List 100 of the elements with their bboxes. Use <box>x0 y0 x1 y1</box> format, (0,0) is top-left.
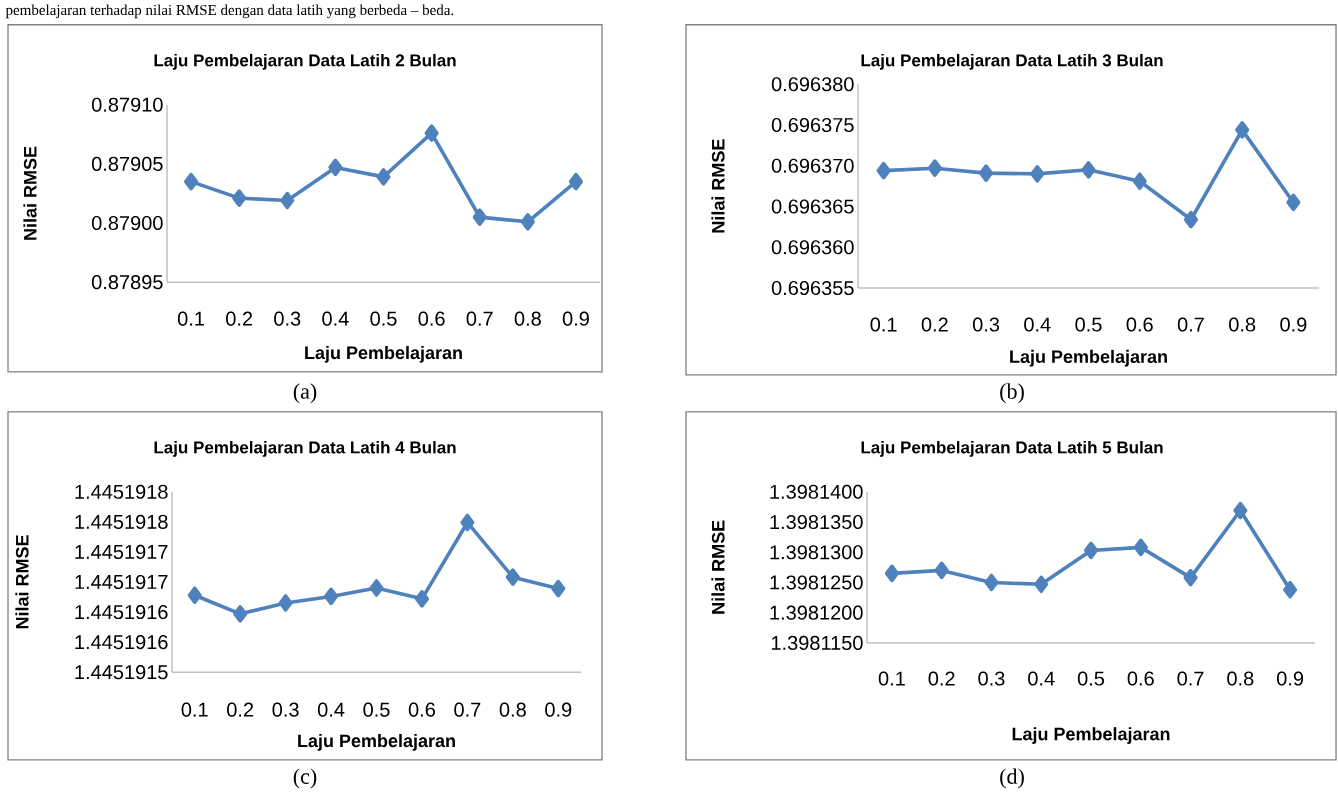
point <box>984 573 999 592</box>
x-tick-label: 0.6 <box>1126 317 1153 332</box>
y-tick-label: 1.4451916 <box>75 604 168 620</box>
point <box>551 579 566 598</box>
point <box>1286 193 1301 212</box>
point <box>927 159 942 177</box>
x-tick-label: 0.3 <box>272 702 299 717</box>
x-tick-label: 0.4 <box>1024 317 1051 332</box>
text: (c) <box>293 768 317 789</box>
y-tick-label: 0.87900 <box>91 215 163 231</box>
x-tick-label: 0.9 <box>562 311 589 326</box>
y-tick-label: 1.4451918 <box>75 484 168 499</box>
x-tick-label: 0.3 <box>972 317 1000 332</box>
point <box>328 158 343 177</box>
point <box>505 568 520 586</box>
y-tick-label: 0.696375 <box>771 117 854 133</box>
x-tick-label: 0.9 <box>1277 671 1304 686</box>
x-axis-title: Laju Pembelajaran <box>1012 727 1170 744</box>
point <box>1183 210 1199 229</box>
y-tick-label: 1.3981250 <box>770 575 863 590</box>
y-axis-title: Nilai RMSE <box>711 139 725 233</box>
point <box>884 564 899 583</box>
x-tick-label: 0.1 <box>870 317 897 332</box>
x-tick-label: 0.4 <box>317 702 345 717</box>
text: (d) <box>1000 768 1024 789</box>
x-tick-label: 0.5 <box>363 702 390 717</box>
point <box>424 124 439 142</box>
x-axis-title: Laju Pembelajaran <box>1010 349 1167 367</box>
x-tick-label: 0.1 <box>878 671 905 686</box>
y-tick-label: 1.4451915 <box>75 665 168 680</box>
chart-title: Laju Pembelajaran Data Latih 4 Bulan <box>154 440 456 457</box>
x-tick-label: 0.7 <box>454 702 481 717</box>
point <box>1183 568 1198 587</box>
x-tick-label: 0.6 <box>408 702 435 717</box>
text: (b) <box>1000 383 1024 404</box>
point <box>369 579 384 597</box>
x-tick-label: 0.4 <box>1028 671 1055 686</box>
chart-title: Laju Pembelajaran Data Latih 5 Bulan <box>861 440 1163 457</box>
point <box>324 587 339 606</box>
chart-title: Laju Pembelajaran Data Latih 2 Bulan <box>154 53 456 70</box>
point <box>979 164 994 182</box>
y-tick-label: 1.3981350 <box>770 514 863 530</box>
y-tick-label: 1.4451917 <box>75 574 168 590</box>
point <box>414 590 429 608</box>
x-tick-label: 0.3 <box>978 671 1005 686</box>
x-tick-label: 0.9 <box>1280 317 1307 332</box>
y-axis-title: Nilai RMSE <box>15 535 29 629</box>
point <box>1283 580 1298 599</box>
text: pembelajaran terhadap nilai RMSE dengan data latih yang berbeda – beda. <box>5 4 454 19</box>
point <box>568 172 583 191</box>
x-tick-label: 0.7 <box>1177 671 1204 686</box>
y-tick-label: 0.87905 <box>91 156 163 171</box>
point <box>184 172 199 191</box>
point <box>472 208 487 226</box>
y-tick-label: 0.696380 <box>771 77 854 92</box>
y-tick-label: 1.4451917 <box>75 544 168 559</box>
x-tick-label: 0.9 <box>545 702 572 717</box>
point <box>1233 501 1248 520</box>
y-tick-label: 0.696360 <box>771 240 854 255</box>
x-tick-label: 0.5 <box>370 311 397 326</box>
point <box>460 513 475 532</box>
x-tick-label: 0.8 <box>514 311 541 326</box>
y-tick-label: 1.3981150 <box>771 635 863 650</box>
text: (a) <box>293 383 317 404</box>
x-tick-label: 0.1 <box>181 702 208 717</box>
point <box>876 161 891 180</box>
x-tick-label: 0.5 <box>1075 317 1102 332</box>
y-tick-label: 0.696355 <box>771 280 854 296</box>
x-tick-label: 0.1 <box>177 311 204 326</box>
x-tick-label: 0.7 <box>1177 317 1204 332</box>
x-tick-label: 0.2 <box>921 317 948 332</box>
point <box>376 168 391 186</box>
y-tick-label: 0.87895 <box>91 275 163 290</box>
y-tick-label: 1.3981400 <box>770 484 863 499</box>
y-tick-label: 1.4451918 <box>75 514 168 529</box>
y-tick-label: 1.4451916 <box>75 635 168 650</box>
point <box>233 605 248 623</box>
y-axis-title: Nilai RMSE <box>23 146 37 240</box>
x-tick-label: 0.8 <box>1229 317 1256 332</box>
y-tick-label: 0.696365 <box>771 199 854 214</box>
point <box>1235 121 1250 139</box>
y-tick-label: 0.696370 <box>771 158 854 173</box>
point <box>232 189 247 207</box>
x-tick-label: 0.8 <box>1227 671 1254 686</box>
x-tick-label: 0.6 <box>418 311 445 326</box>
x-tick-label: 0.6 <box>1127 671 1154 686</box>
x-tick-label: 0.2 <box>227 702 254 717</box>
chart-title: Laju Pembelajaran Data Latih 3 Bulan <box>861 53 1163 70</box>
point <box>1083 541 1099 560</box>
y-axis-title: Nilai RMSE <box>711 520 725 614</box>
y-tick-label: 1.3981200 <box>770 605 863 620</box>
point <box>934 561 949 580</box>
point <box>1034 575 1049 594</box>
point <box>1132 172 1147 191</box>
point <box>280 191 295 210</box>
y-tick-label: 0.87910 <box>91 97 163 112</box>
x-tick-label: 0.7 <box>466 311 493 326</box>
x-tick-label: 0.3 <box>274 311 301 326</box>
x-tick-label: 0.8 <box>499 702 526 717</box>
x-tick-label: 0.4 <box>322 311 349 326</box>
